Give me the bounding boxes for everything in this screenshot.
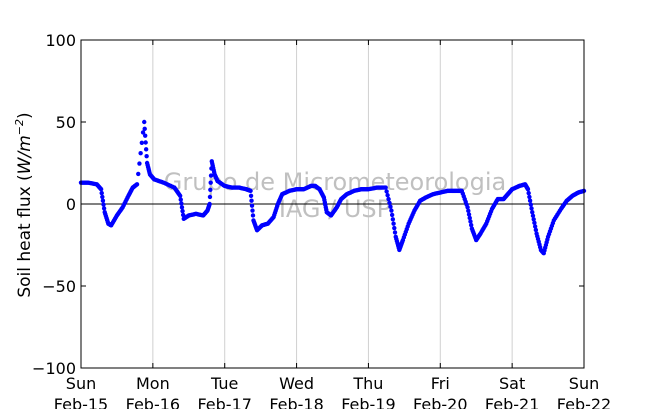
data-point [388, 204, 393, 209]
data-point [389, 212, 395, 218]
data-point [387, 200, 392, 206]
x-tick-label-day: Tue [210, 374, 238, 393]
x-tick-label-date: Feb-22 [557, 395, 611, 409]
data-point [532, 224, 538, 229]
x-tick-label-date: Feb-17 [197, 395, 251, 409]
data-point [248, 188, 253, 194]
y-axis-label: Soil heat flux (W/m−2) [13, 112, 35, 297]
data-point [179, 201, 184, 206]
data-point [528, 202, 534, 207]
data-point [139, 140, 145, 145]
data-point [208, 180, 213, 185]
data-point [142, 119, 147, 125]
y-tick-label: 0 [66, 195, 76, 214]
y-tick-label: −50 [42, 277, 76, 296]
data-point [136, 171, 141, 177]
x-tick-label-day: Sun [569, 374, 599, 393]
data-point [392, 225, 397, 231]
data-point [208, 173, 214, 178]
data-point [138, 150, 143, 156]
data-point [207, 201, 212, 207]
data-point [101, 202, 106, 207]
data-point [137, 161, 142, 166]
data-point [179, 205, 185, 210]
x-tick-label-date: Feb-21 [485, 395, 539, 409]
x-tick-label-date: Feb-16 [126, 395, 180, 409]
x-tick-label-day: Thu [352, 374, 383, 393]
x-tick-label-date: Feb-18 [269, 395, 323, 409]
y-tick-label: −100 [32, 359, 76, 378]
data-point [177, 193, 183, 198]
x-tick-labels: Sun Feb-15 Mon Feb-16 Tue Feb-17 Wed Feb-18 Thu F… [54, 374, 611, 409]
data-point [530, 210, 535, 215]
data-point [143, 147, 149, 152]
x-tick-label-day: Mon [136, 374, 170, 393]
data-point [101, 206, 107, 211]
x-tick-label-day: Wed [279, 374, 314, 393]
data-point [385, 193, 390, 198]
y-tick-label: 50 [56, 113, 76, 132]
data-point [143, 140, 148, 145]
data-point [208, 187, 213, 192]
data-point [389, 208, 394, 213]
data-point [140, 130, 146, 135]
data-point [250, 213, 256, 218]
data-point [250, 208, 255, 213]
data-point [142, 133, 148, 138]
x-tick-label-day: Sat [499, 374, 525, 393]
x-tick-label-day: Fri [431, 374, 450, 393]
data-point [99, 190, 104, 196]
data-point [249, 198, 254, 203]
data-point [465, 205, 470, 210]
data-point [390, 217, 396, 222]
data-point [384, 189, 389, 194]
data-point [98, 187, 104, 192]
data-point [391, 221, 396, 226]
data-point [467, 215, 472, 221]
data-point [525, 187, 531, 192]
y-axis-label-text: Soil heat flux ( [15, 174, 35, 297]
data-point [532, 220, 537, 226]
data-point [466, 208, 471, 214]
data-points [78, 119, 587, 256]
data-point [383, 185, 388, 190]
data-point [144, 153, 149, 159]
data-point [100, 194, 105, 200]
data-point [100, 198, 106, 203]
data-point [466, 212, 472, 217]
data-point [249, 203, 255, 208]
y-tick-label: 100 [45, 31, 76, 50]
axis-ticks [80, 39, 585, 369]
data-point [142, 126, 147, 132]
x-tick-label-date: Feb-15 [54, 395, 108, 409]
data-point [526, 190, 531, 196]
data-point [529, 206, 534, 211]
y-axis-label-exponent: −2 [13, 119, 26, 135]
data-point [180, 208, 185, 214]
x-tick-label-date: Feb-19 [341, 395, 395, 409]
data-point [468, 219, 473, 224]
data-point [530, 213, 536, 218]
x-tick-label-day: Sun [66, 374, 96, 393]
data-point [248, 193, 254, 198]
data-point [134, 182, 140, 187]
data-point [178, 197, 183, 202]
data-point [527, 198, 533, 203]
data-point [533, 227, 539, 233]
y-axis-label-close: ) [15, 112, 35, 119]
y-tick-labels: 100 50 0 −50 −100 [32, 31, 76, 378]
x-tick-label-date: Feb-20 [413, 395, 467, 409]
data-point [386, 196, 391, 202]
data-point [392, 230, 398, 235]
data-point [531, 217, 536, 222]
data-point [468, 222, 474, 228]
data-point [207, 194, 213, 200]
data-point [527, 194, 532, 200]
y-axis-label-unit: W/m [15, 135, 35, 174]
